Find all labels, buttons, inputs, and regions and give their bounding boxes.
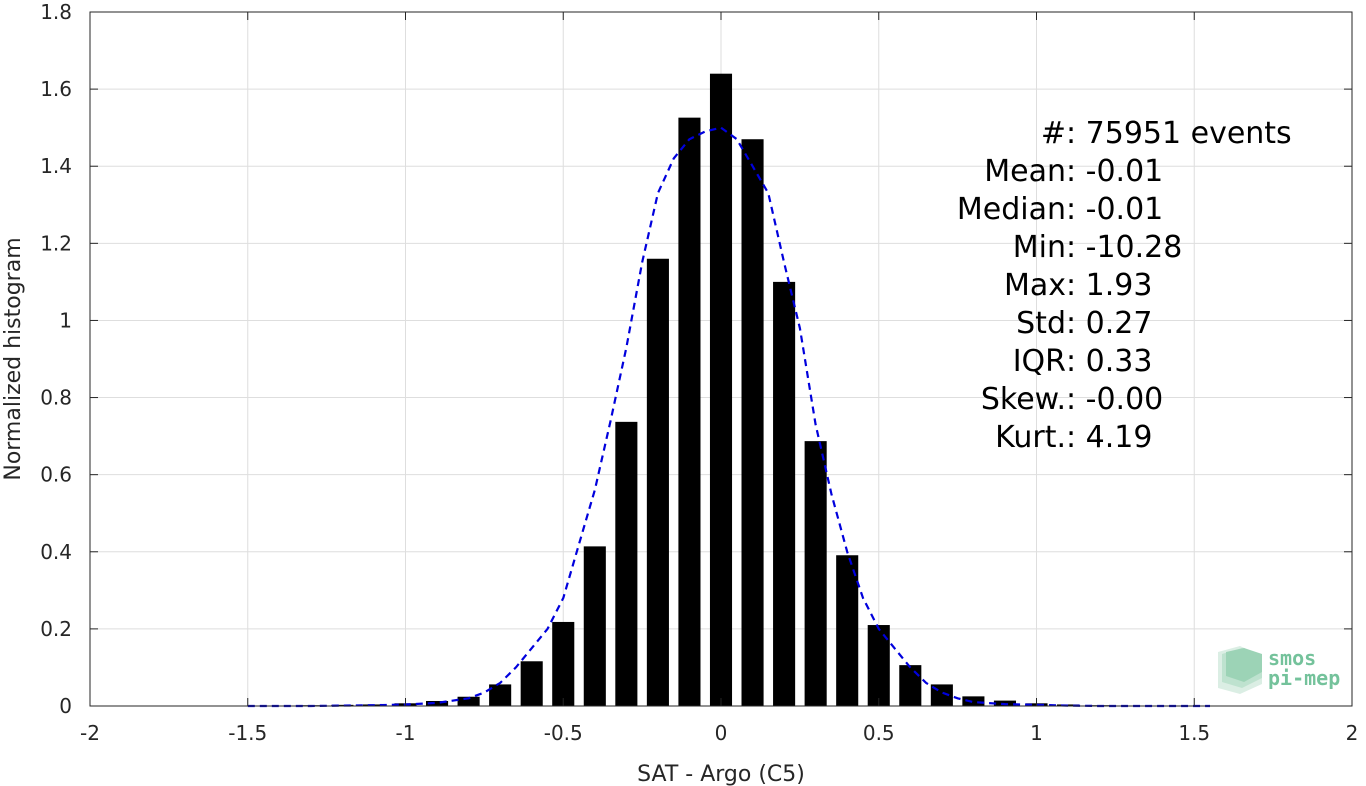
stat-label: Max (1004, 268, 1066, 303)
histogram-bar (552, 621, 575, 706)
stat-value: : 4.19 (1066, 420, 1152, 455)
y-tick-label: 1.4 (40, 154, 72, 178)
logo-text-pi-mep: pi-mep (1268, 666, 1340, 690)
y-tick-label: 0.2 (40, 617, 72, 641)
stat-label: Min (1013, 230, 1066, 265)
stat-label: Mean (984, 154, 1066, 189)
histogram-bar (804, 441, 827, 706)
stat-label: Kurt. (995, 420, 1066, 455)
stat-label: IQR (1013, 344, 1066, 379)
smos-pi-mep-logo: smos pi-mep (1218, 646, 1340, 694)
fit-curve (247, 126, 1210, 708)
histogram-bar (520, 661, 543, 706)
stat-value: : 0.27 (1066, 306, 1152, 341)
y-tick-label: 0.8 (40, 386, 72, 410)
histogram-bar (457, 696, 480, 706)
y-tick-label: 0 (59, 694, 72, 718)
x-tick-label: 1 (1030, 721, 1043, 745)
histogram-bars (236, 73, 1206, 707)
stat-value: : 1.93 (1066, 268, 1152, 303)
y-tick-label: 1.2 (40, 231, 72, 255)
logo-layers-icon (1218, 646, 1262, 694)
histogram-bar (678, 117, 701, 707)
x-tick-label: -1 (396, 721, 416, 745)
stat-value: : -0.00 (1066, 382, 1163, 417)
histogram-bar (646, 258, 669, 706)
logo-text-smos: smos (1268, 646, 1316, 670)
stat-value: : 0.33 (1066, 344, 1152, 379)
stat-label: Median (957, 192, 1066, 227)
x-tick-label: -2 (80, 721, 100, 745)
histogram-bar (615, 421, 638, 706)
x-tick-label: 0 (715, 721, 728, 745)
y-tick-label: 1 (59, 308, 72, 332)
x-tick-label: 1.5 (1178, 721, 1210, 745)
histogram-bar (867, 625, 890, 706)
y-tick-label: 0.6 (40, 463, 72, 487)
axis-ticks (89, 11, 1353, 707)
histogram-bar (426, 700, 449, 706)
histogram-bar (583, 546, 606, 706)
histogram-bar (741, 139, 764, 706)
y-tick-labels: 0 0.2 0.4 0.6 0.8 1 1.2 1.4 1.6 1.8 (40, 0, 72, 718)
x-tick-labels: -2 -1.5 -1 -0.5 0 0.5 1 1.5 2 (80, 721, 1358, 745)
x-tick-label: -1.5 (228, 721, 267, 745)
stat-label: Std (1016, 306, 1066, 341)
histogram-bar (709, 73, 733, 706)
stat-label: # (1041, 116, 1066, 151)
stat-value: : -0.01 (1066, 154, 1163, 189)
stat-value: : 75951 events (1066, 116, 1292, 151)
histogram-bar (773, 281, 796, 706)
y-tick-label: 0.4 (40, 540, 72, 564)
stat-value: : -10.28 (1066, 230, 1182, 265)
histogram-bar (962, 696, 985, 706)
x-tick-label: 2 (1346, 721, 1359, 745)
stat-value: : -0.01 (1066, 192, 1163, 227)
x-tick-label: -0.5 (544, 721, 583, 745)
histogram-bar (489, 684, 512, 706)
histogram-bar (836, 555, 859, 706)
y-tick-label: 1.6 (40, 77, 72, 101)
x-tick-label: 0.5 (863, 721, 895, 745)
x-axis-label: SAT - Argo (C5) (637, 762, 805, 786)
histogram-bar (331, 704, 354, 706)
y-tick-label: 1.8 (40, 0, 72, 24)
stat-label: Skew. (981, 382, 1066, 417)
y-axis-label: Normalized histogram (1, 237, 26, 480)
histogram-bar (899, 665, 922, 706)
